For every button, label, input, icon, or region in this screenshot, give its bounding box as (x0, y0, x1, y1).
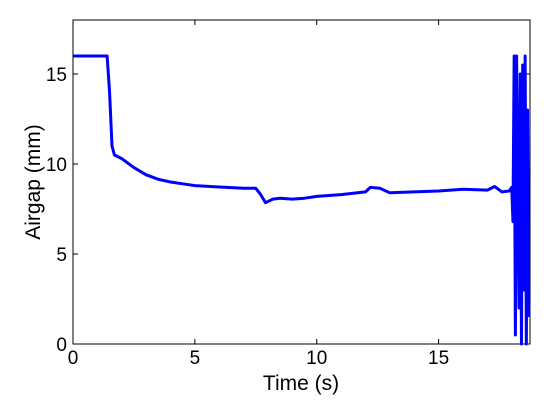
x-tick-label: 0 (68, 348, 79, 369)
x-axis-label: Time (s) (263, 372, 339, 395)
y-tick-label: 0 (56, 335, 67, 356)
x-tick-label: 15 (428, 348, 449, 369)
y-tick-label: 10 (46, 155, 67, 176)
x-tick-label: 10 (306, 348, 327, 369)
x-tick-label: 5 (190, 348, 201, 369)
y-tick-label: 5 (56, 245, 67, 266)
y-tick-label: 15 (46, 65, 67, 86)
plot-frame (72, 19, 531, 345)
data-line (73, 54, 531, 346)
y-axis-label: Airgap (mm) (22, 124, 45, 240)
